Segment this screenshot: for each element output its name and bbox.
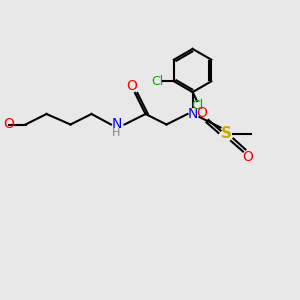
Text: N: N (188, 107, 198, 121)
Text: O: O (242, 150, 253, 164)
Text: Cl: Cl (151, 75, 164, 88)
Text: H: H (112, 128, 121, 139)
Text: N: N (111, 118, 122, 131)
Text: O: O (196, 106, 207, 120)
Text: O: O (4, 118, 14, 131)
Text: S: S (221, 126, 232, 141)
Text: O: O (126, 79, 137, 92)
Text: Cl: Cl (191, 99, 203, 112)
